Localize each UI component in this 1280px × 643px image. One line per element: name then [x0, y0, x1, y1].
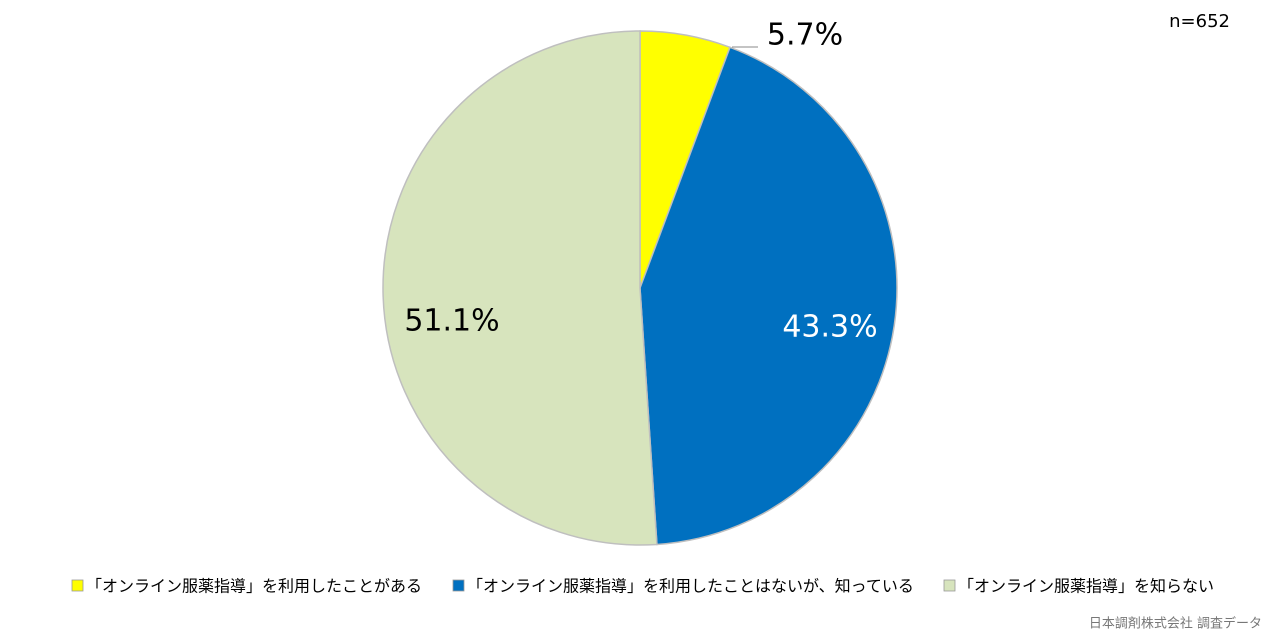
pie-slice: [639, 46, 898, 546]
legend-label: 「オンライン服薬指導」を知らない: [958, 577, 1214, 596]
legend-swatch: [71, 579, 84, 592]
legend-label: 「オンライン服薬指導」を利用したことがある: [86, 577, 422, 596]
data-label: 51.1%: [404, 304, 499, 339]
sample-size: n=652: [1169, 11, 1230, 32]
legend-label: 「オンライン服薬指導」を利用したことはないが、知っている: [467, 577, 914, 596]
data-label: 43.3%: [782, 310, 877, 345]
data-label: 5.7%: [767, 18, 843, 53]
pie-slice: [382, 30, 658, 546]
legend-swatch: [452, 579, 465, 592]
source-note: 日本調剤株式会社 調査データ: [1089, 616, 1262, 632]
legend-swatch: [943, 579, 956, 592]
